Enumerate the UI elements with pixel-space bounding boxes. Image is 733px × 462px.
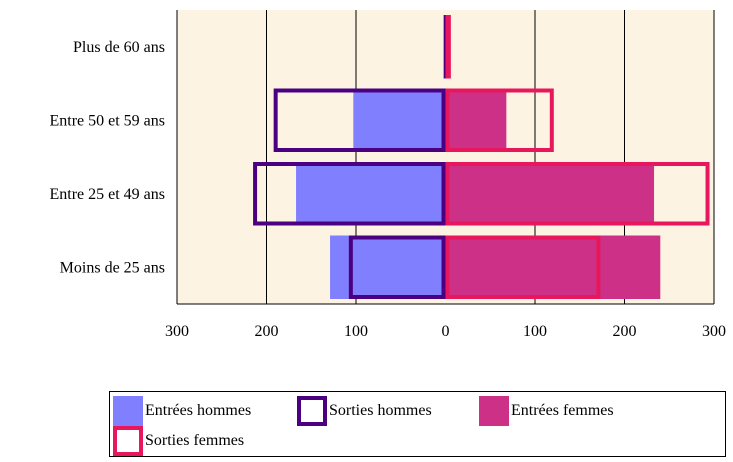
legend-label-sorties-hommes: Sorties hommes: [329, 402, 432, 419]
category-label: Entre 50 et 59 ans: [49, 112, 165, 129]
bars: [253, 15, 710, 299]
bar-sorties-femmes: [445, 235, 601, 299]
bar-entrees-femmes: [445, 162, 655, 226]
x-tick-label: 300: [165, 323, 189, 340]
legend-swatch-entrees-femmes: [479, 396, 509, 426]
bar-sorties-hommes: [273, 88, 446, 152]
bar-sorties-hommes: [253, 162, 446, 226]
bar-entrees-femmes: [445, 88, 507, 152]
bar-sorties-hommes: [348, 235, 446, 299]
bar-entrees-hommes: [296, 162, 446, 226]
x-tick-label: 100: [523, 323, 547, 340]
bar-sorties-femmes: [445, 15, 451, 79]
x-tick-labels: 300 200 100 0 100 200 300: [165, 323, 726, 340]
category-label: Moins de 25 ans: [60, 259, 165, 276]
legend-item-sorties-femmes: Sorties femmes: [113, 426, 244, 456]
x-tick-label: 200: [613, 323, 637, 340]
legend-label-entrees-femmes: Entrées femmes: [511, 402, 614, 419]
category-label: Plus de 60 ans: [73, 39, 165, 56]
legend-swatch-sorties-hommes: [297, 396, 327, 426]
bar-sorties-femmes: [445, 88, 554, 152]
legend-label-entrees-hommes: Entrées hommes: [145, 402, 252, 419]
x-tick-label: 300: [702, 323, 726, 340]
x-tick-label: 100: [344, 323, 368, 340]
bar-entrees-femmes: [445, 235, 661, 299]
x-tick-label: 200: [255, 323, 279, 340]
legend-swatch-entrees-hommes: [113, 396, 143, 426]
legend-item-sorties-hommes: Sorties hommes: [297, 396, 432, 426]
x-tick-label: 0: [442, 323, 450, 340]
category-label: Entre 25 et 49 ans: [49, 186, 165, 203]
bar-sorties-femmes: [445, 162, 710, 226]
legend: Entrées hommes Sorties hommes Entrées fe…: [109, 391, 726, 457]
bar-entrees-hommes: [353, 88, 446, 152]
grid-lines: [176, 10, 715, 305]
category-labels: Plus de 60 ans Entre 50 et 59 ans Entre 25…: [49, 39, 165, 277]
legend-label-sorties-femmes: Sorties femmes: [145, 432, 245, 449]
legend-swatch-sorties-femmes: [113, 426, 143, 456]
bar-entrees-hommes: [330, 235, 446, 299]
legend-item-entrees-hommes: Entrées hommes: [113, 396, 251, 426]
legend-item-entrees-femmes: Entrées femmes: [479, 396, 614, 426]
